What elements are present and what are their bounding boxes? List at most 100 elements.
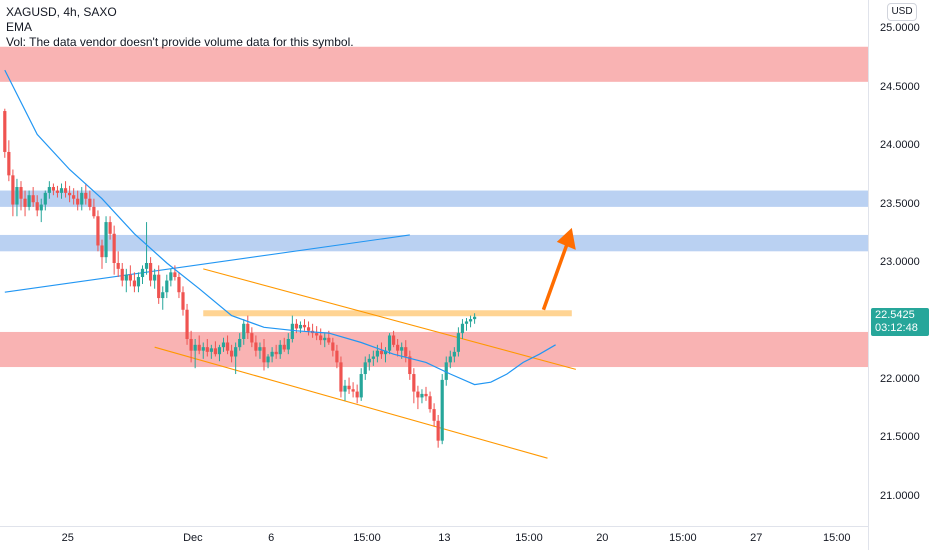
price-tick: 21.0000 <box>880 489 920 502</box>
candle-body <box>59 188 64 193</box>
candle-body <box>3 111 7 152</box>
candle-body <box>408 356 412 375</box>
candle-body <box>335 350 339 363</box>
candle-body <box>404 347 408 357</box>
candle-body <box>294 323 298 329</box>
candle-body <box>19 187 23 199</box>
candle-body <box>355 391 359 398</box>
candle-body <box>7 151 11 176</box>
price-axis[interactable]: USD 25.0000 24.5000 24.0000 23.5000 23.0000 2… <box>868 0 932 550</box>
price-tick: 23.0000 <box>880 256 920 268</box>
candle-body <box>112 233 116 263</box>
candle-body <box>282 344 286 350</box>
candle-body <box>440 379 444 441</box>
candle-body <box>315 333 319 336</box>
candle-body <box>221 342 226 348</box>
chart-area[interactable]: XAGUSD, 4h, SAXO EMA Vol: The data vendo… <box>0 0 868 526</box>
last-price-value: 22.5425 <box>875 309 915 322</box>
bullish-arrow-shaft <box>541 241 570 311</box>
candle-body <box>96 216 100 246</box>
candle-body <box>234 347 238 357</box>
candle-body <box>278 344 282 355</box>
candle-body <box>55 190 60 193</box>
bullish-arrow-head <box>556 227 576 250</box>
candle-body <box>165 280 169 293</box>
candle-body <box>420 393 424 398</box>
time-tick: 20 <box>596 532 609 544</box>
candle-body <box>323 337 327 341</box>
candle-body <box>416 391 420 398</box>
price-tick: 24.5000 <box>880 80 920 93</box>
candle-body <box>339 362 343 392</box>
candle-body <box>144 263 149 269</box>
candle-body <box>177 277 181 293</box>
candle-body <box>302 324 307 328</box>
candle-body <box>128 274 132 281</box>
candle-body <box>343 385 347 392</box>
candle-body <box>266 356 270 363</box>
candle-body <box>84 192 88 199</box>
candle-body <box>185 309 189 339</box>
candle-body <box>76 198 80 205</box>
candle-body <box>124 274 128 281</box>
candle-body <box>100 245 104 258</box>
support-zone-1 <box>0 190 868 207</box>
candle-body <box>254 342 258 351</box>
candle-body <box>432 409 436 421</box>
time-tick: 15:00 <box>353 532 381 544</box>
candle-body <box>136 277 141 287</box>
candle-body <box>452 351 456 357</box>
candle-body <box>306 327 311 331</box>
candle-body <box>161 292 165 299</box>
candle-body <box>116 263 120 269</box>
candle-body <box>396 344 400 351</box>
time-tick: Dec <box>183 532 203 544</box>
candle-body <box>242 323 246 339</box>
candle-body <box>43 192 47 205</box>
candle-body <box>11 175 15 205</box>
candle-body <box>298 324 303 329</box>
candle-body <box>169 272 173 281</box>
candle-body <box>72 195 76 199</box>
price-chart[interactable] <box>0 0 868 526</box>
candle-body <box>15 187 19 205</box>
candle-body <box>68 192 72 196</box>
resistance-zone-3 <box>0 331 868 368</box>
candle-body <box>460 323 465 334</box>
candle-body <box>371 356 375 359</box>
candle-body <box>47 187 51 193</box>
candle-body <box>246 323 250 334</box>
resistance-zone-0 <box>0 46 868 82</box>
candle-body <box>375 350 379 357</box>
support-zone-2 <box>0 234 868 252</box>
candle-body <box>108 222 112 234</box>
time-tick: 15:00 <box>515 532 543 544</box>
candle-body <box>51 187 55 191</box>
indicator-ema-label[interactable]: EMA <box>6 20 33 34</box>
candle-body <box>262 347 266 363</box>
trendline-blue <box>4 234 410 293</box>
candle-body <box>209 348 213 352</box>
price-tick: 23.5000 <box>880 197 920 210</box>
currency-button[interactable]: USD <box>887 3 917 21</box>
candle-body <box>80 192 84 205</box>
candle-body <box>201 347 205 351</box>
candle-body <box>436 420 440 441</box>
time-axis[interactable]: 25 Dec 6 15:00 13 15:00 20 15:00 27 15:00 <box>0 526 868 551</box>
price-tick: 21.5000 <box>880 431 920 444</box>
candle-body <box>250 333 254 343</box>
symbol-title[interactable]: XAGUSD, 4h, SAXO <box>6 5 117 19</box>
candle-body <box>270 351 274 357</box>
candle-body <box>23 198 27 207</box>
price-tick: 22.0000 <box>880 372 920 385</box>
candle-body <box>331 342 335 351</box>
candle-body <box>181 292 185 310</box>
candle-body <box>63 188 68 193</box>
candle-body <box>230 350 234 357</box>
candle-body <box>173 272 177 278</box>
trendline-channel-top <box>203 268 576 370</box>
candle-body <box>92 206 96 217</box>
candle-body <box>392 335 396 345</box>
candle-body <box>153 274 157 281</box>
candle-body <box>379 350 384 355</box>
